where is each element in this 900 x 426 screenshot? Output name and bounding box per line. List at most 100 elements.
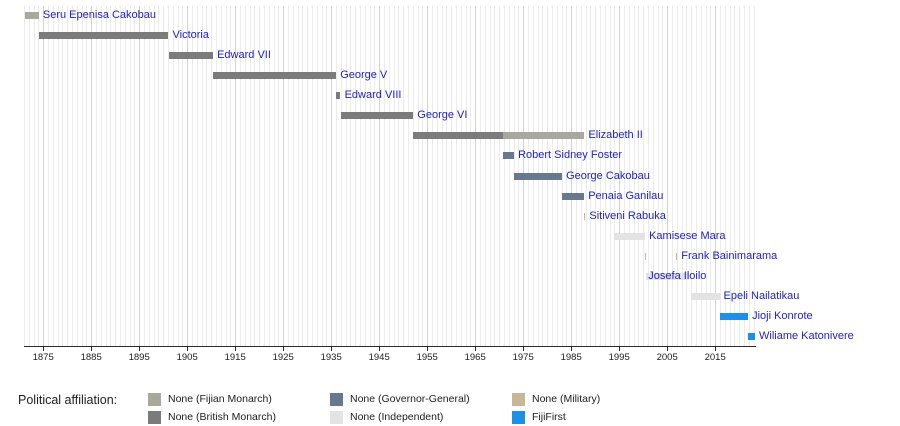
gridline-year [192,6,193,347]
person-label[interactable]: Epeli Nailatikau [723,289,800,302]
gridline-year [652,6,654,347]
gridline-decade [379,6,381,347]
gridline-year [681,6,683,347]
person-label[interactable]: Edward VII [217,49,271,62]
gridline-decade [571,6,573,347]
gridline-year [326,6,328,347]
person-label[interactable]: Jioji Konrote [752,309,813,322]
gridline-decade [667,6,669,347]
person-label[interactable]: George VI [417,109,468,122]
gridline-year [220,6,222,347]
gridline-year [744,6,745,347]
axis-tick-label: 1895 [128,352,150,363]
gridline-year [494,6,496,347]
axis-tick-label: 1885 [80,352,102,363]
gridline-year [115,6,117,347]
gridline-year [624,6,625,347]
legend-swatch [148,392,161,406]
axis-tick-label: 1985 [560,352,582,363]
gridline-year [734,6,736,347]
gridline-year [168,6,169,347]
gridline-year [484,6,486,347]
timeline-bar [25,12,39,19]
gridline-year [273,6,275,347]
person-label[interactable]: Penaia Ganilau [588,189,664,202]
person-label[interactable]: Kamisese Mara [649,229,726,242]
gridline-year [57,6,59,347]
gridline-decade [619,6,621,347]
legend-label: None (Military) [532,393,601,405]
timeline-bar [748,332,756,340]
person-label[interactable]: Wiliame Katonivere [759,329,854,342]
axis-tick-mark [379,347,381,351]
gridline-year [470,6,472,347]
gridline-year [177,6,179,347]
gridline-year [753,6,755,347]
gridline-decade [427,6,429,347]
gridline-year [52,6,54,347]
gridline-year [441,6,443,347]
gridline-year [600,6,601,347]
axis-tick-mark [235,347,237,351]
gridline-year [696,6,697,347]
gridline-year [110,6,112,347]
axis-tick-mark [619,347,621,351]
person-label[interactable]: Sitiveni Rabuka [589,209,666,222]
gridline-year [460,6,462,347]
gridline-year [504,6,505,347]
gridline-year [710,6,712,347]
axis-tick-label: 1965 [464,352,486,363]
legend-item: FijiFirst [512,410,566,424]
gridline-year [67,6,69,347]
gridline-year [81,6,83,347]
gridline-year [403,6,405,347]
gridline-year [576,6,577,347]
axis-tick-mark [715,347,717,351]
x-axis-ticks-layer: 1875 1885 1895 1905 1915 1925 1935 1945 1955 1965… [24,6,756,363]
gridline-year [216,6,217,347]
gridline-year [691,6,693,347]
gridline-year [340,6,342,347]
gridline-year [724,6,726,347]
axis-tick-mark [43,347,45,351]
legend-item: None (British Monarch) [148,410,276,424]
gridline-year [657,6,659,347]
axis-tick-mark [331,347,333,351]
legend-item: None (Fijian Monarch) [148,392,272,406]
gridline-decade [139,6,141,347]
person-label[interactable]: Seru Epenisa Cakobau [42,9,157,21]
gridline-year [86,6,88,347]
gridline-year [302,6,304,347]
gridline-year [148,6,150,347]
gridline-year [489,6,491,347]
axis-tick-label: 1935 [320,352,342,363]
person-label[interactable]: Josefa Iloilo [648,269,707,282]
timeline-bar [690,292,720,300]
timeline-bar [614,232,646,240]
gridline-year [499,6,501,347]
person-label[interactable]: Robert Sidney Foster [518,149,623,162]
person-label[interactable]: Frank Bainimarama [681,249,778,262]
gridline-year [561,6,563,347]
person-label[interactable]: Edward VIII [344,89,402,102]
legend-label: None (Governor-General) [350,393,470,405]
legend-item: None (Independent) [330,410,443,424]
gridline-year [417,6,419,347]
legend-swatch [148,410,161,424]
gridline-year [307,6,309,347]
gridline-year [240,6,241,347]
gridline-year [662,6,664,347]
gridline-year [422,6,424,347]
person-label[interactable]: Victoria [172,29,209,42]
gridline-year [360,6,361,347]
gridline-year [408,6,409,347]
gridline-year [259,6,261,347]
person-label[interactable]: George Cakobau [566,169,650,182]
person-label[interactable]: George V [340,69,388,82]
gridline-year [748,6,750,347]
gridline-year [312,6,313,347]
person-label[interactable]: Elizabeth II [588,129,643,142]
gridline-year [297,6,299,347]
gridline-decade [715,6,717,347]
gridline-year [648,6,649,347]
